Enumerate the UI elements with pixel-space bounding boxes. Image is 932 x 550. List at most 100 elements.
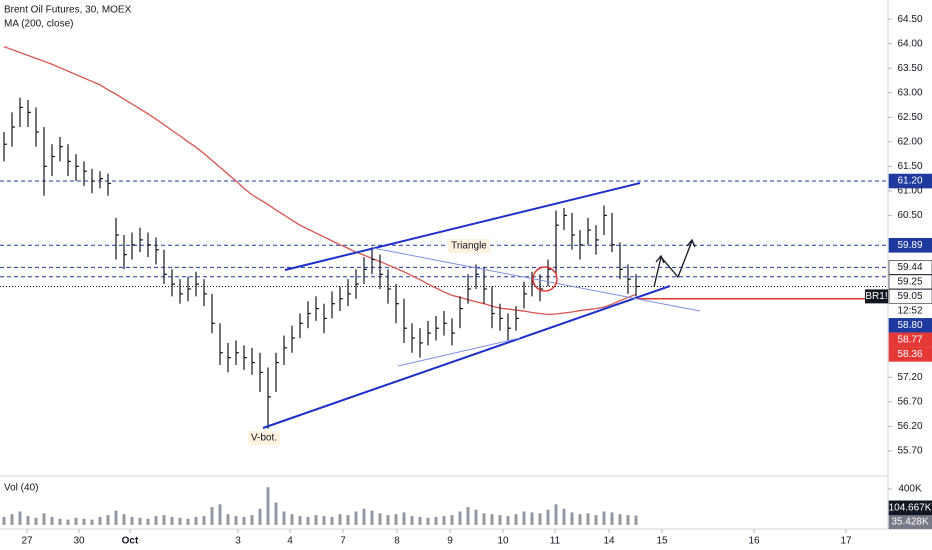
price-label: 59.89 bbox=[897, 240, 922, 251]
price-label-bg bbox=[888, 332, 932, 348]
x-tick-label: 4 bbox=[287, 536, 293, 547]
annotation: V-bot. bbox=[251, 433, 277, 444]
x-tick-label: 10 bbox=[497, 536, 509, 547]
volume-bar bbox=[122, 514, 126, 525]
volume-bar bbox=[506, 516, 510, 525]
volume-bar bbox=[474, 509, 478, 525]
volume-bar bbox=[338, 514, 342, 525]
volume-bar bbox=[250, 515, 254, 525]
volume-bar bbox=[378, 513, 382, 525]
volume-bar bbox=[66, 519, 70, 525]
volume-bar bbox=[514, 514, 518, 525]
volume-bar bbox=[346, 515, 350, 525]
price-label: 58.80 bbox=[897, 320, 922, 331]
volume-bar bbox=[354, 511, 358, 525]
x-tick-label: 8 bbox=[394, 536, 400, 547]
annotation-bg bbox=[248, 431, 280, 445]
triangle-lower bbox=[397, 337, 521, 367]
y-tick-label: 64.00 bbox=[897, 38, 922, 49]
volume-bar bbox=[2, 516, 6, 525]
volume-bar bbox=[50, 516, 54, 525]
volume-bar bbox=[538, 513, 542, 525]
volume-bar bbox=[90, 519, 94, 525]
volume-bar bbox=[170, 516, 174, 525]
volume-title: Vol (40) bbox=[4, 483, 38, 494]
volume-bar bbox=[274, 502, 278, 525]
price-label: 58.77 bbox=[897, 335, 922, 346]
volume-bar bbox=[434, 516, 438, 525]
volume-bar bbox=[258, 508, 262, 525]
volume-bar bbox=[10, 514, 14, 525]
price-label-bg bbox=[888, 274, 932, 290]
volume-bar bbox=[18, 511, 22, 525]
volume-bar bbox=[34, 517, 38, 525]
volume-bar bbox=[26, 516, 30, 525]
volume-bar bbox=[74, 517, 78, 525]
y-tick-label: 61.00 bbox=[897, 185, 922, 196]
volume-bar bbox=[594, 515, 598, 525]
volume-bar bbox=[154, 516, 158, 525]
arrow-head bbox=[655, 254, 665, 264]
chart-title: Brent Oil Futures, 30, MOEX bbox=[4, 5, 132, 16]
volume-bar bbox=[482, 513, 486, 525]
volume-bar bbox=[218, 504, 222, 525]
volume-bar bbox=[466, 507, 470, 525]
volume-label: 35.428K bbox=[891, 516, 929, 527]
triangle-upper bbox=[372, 247, 701, 312]
volume-bar bbox=[234, 516, 238, 525]
volume-bar bbox=[394, 514, 398, 525]
x-tick-label: 3 bbox=[235, 536, 241, 547]
volume-bar bbox=[298, 516, 302, 525]
projection-arrow bbox=[653, 240, 693, 288]
volume-bar bbox=[178, 517, 182, 525]
y-tick-label: 63.50 bbox=[897, 63, 922, 74]
x-tick-label: 30 bbox=[73, 536, 85, 547]
volume-bar bbox=[194, 516, 198, 525]
countdown: 12:52 bbox=[897, 306, 922, 317]
volume-bar bbox=[530, 512, 534, 525]
price-label-bg bbox=[888, 289, 932, 304]
volume-bar bbox=[42, 513, 46, 525]
volume-bar bbox=[106, 515, 110, 525]
volume-bar bbox=[546, 509, 550, 525]
x-tick-label: 15 bbox=[656, 536, 668, 547]
annotation-bg bbox=[448, 239, 490, 253]
x-tick-label: 16 bbox=[748, 536, 760, 547]
volume-bar bbox=[138, 517, 142, 525]
volume-bar bbox=[426, 517, 430, 525]
drawings: Triangle V-bot. bbox=[248, 182, 701, 445]
volume-bar bbox=[82, 518, 86, 525]
volume-bar bbox=[626, 515, 630, 525]
volume-bar bbox=[290, 514, 294, 525]
x-tick-label: 9 bbox=[447, 536, 453, 547]
volume-bar bbox=[330, 516, 334, 525]
volume-bar bbox=[130, 516, 134, 525]
volume-bar bbox=[402, 512, 406, 525]
volume-bar bbox=[146, 518, 150, 525]
price-label: 61.20 bbox=[897, 176, 922, 187]
volume-bar bbox=[162, 515, 166, 525]
volume-bar bbox=[98, 516, 102, 525]
moving-average bbox=[3, 45, 637, 316]
symbol: BR1! bbox=[865, 291, 887, 302]
y-tick-label: 64.50 bbox=[897, 14, 922, 25]
volume-bar bbox=[58, 518, 62, 525]
indicator-label: MA (200, close) bbox=[4, 19, 73, 30]
symbol-bg bbox=[865, 289, 888, 304]
volume-bar bbox=[282, 511, 286, 525]
y-tick-label: 62.50 bbox=[897, 112, 922, 123]
price-label-bg bbox=[888, 318, 932, 333]
annotation: Triangle bbox=[451, 241, 487, 252]
volume-bar bbox=[186, 518, 190, 525]
volume-bar bbox=[226, 514, 230, 525]
price-label: 58.36 bbox=[897, 349, 922, 360]
volume-bar bbox=[570, 512, 574, 525]
price-label: 59.05 bbox=[897, 291, 922, 302]
y-tick-label: 60.50 bbox=[897, 210, 922, 221]
volume-bar bbox=[458, 511, 462, 525]
price-label-bg bbox=[888, 238, 932, 253]
y-tick-label: 55.70 bbox=[897, 446, 922, 457]
x-tick-label: 11 bbox=[550, 536, 561, 547]
price-label-bg bbox=[888, 173, 932, 189]
